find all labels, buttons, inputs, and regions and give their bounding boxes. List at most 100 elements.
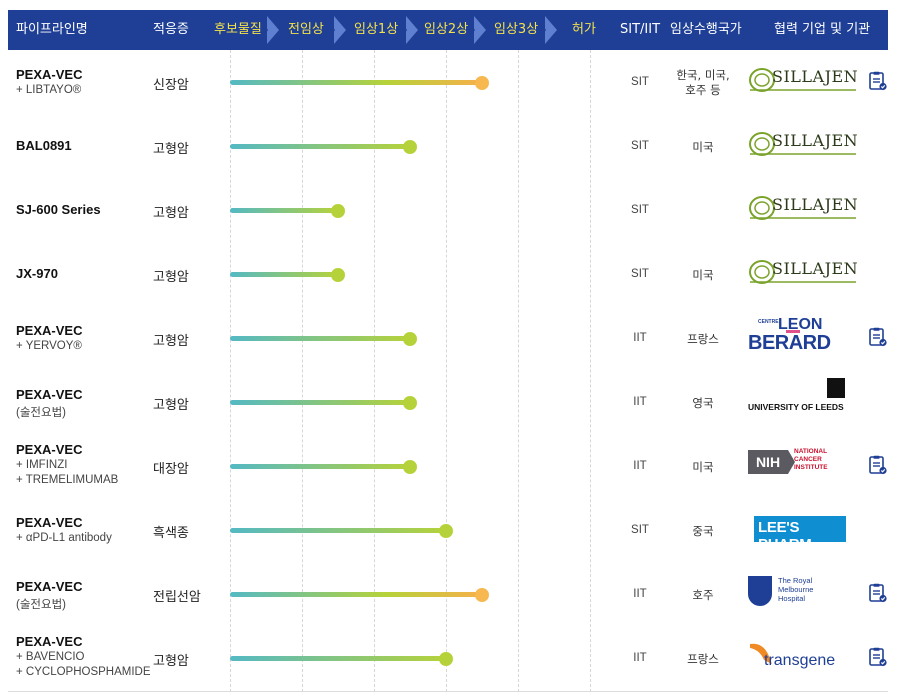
progress-dot	[403, 395, 417, 410]
pipeline-row: BAL0891 고형암 SIT 미국 SILLAJEN	[8, 114, 888, 178]
progress-dot	[403, 331, 417, 346]
clinical-document-icon[interactable]	[869, 455, 887, 475]
logo-accent-mark	[786, 330, 800, 333]
pipeline-combination: + BAVENCIO	[16, 651, 85, 663]
header-countries: 임상수행국가	[670, 22, 742, 37]
stage-divider	[446, 50, 447, 692]
clinical-document-icon[interactable]	[869, 647, 887, 667]
pipeline-name: JX-970	[16, 266, 58, 281]
clinical-country: 프랑스	[687, 652, 719, 666]
header-partners: 협력 기업 및 기관	[774, 22, 871, 37]
sit-iit-type: IIT	[633, 588, 647, 600]
pipeline-row: SJ-600 Series 고형암 SIT SILLAJEN	[8, 178, 888, 242]
pipeline-name: BAL0891	[16, 138, 72, 153]
leeds-crest-icon	[827, 378, 845, 398]
clinical-document-icon[interactable]	[869, 71, 887, 91]
clinical-country: 호주	[692, 588, 714, 602]
clinical-document-icon[interactable]	[869, 583, 887, 603]
indication: 고형암	[153, 142, 189, 157]
indication: 흑색종	[153, 526, 189, 541]
pipeline-name: PEXA-VEC	[16, 634, 83, 649]
header-pipeline-name: 파이프라인명	[16, 22, 88, 37]
university-of-leeds-logo: UNIVERSITY OF LEEDS	[748, 378, 858, 426]
sit-iit-type: SIT	[631, 140, 649, 152]
clinical-country: 미국	[692, 140, 714, 154]
pipeline-table-header: 파이프라인명 적응증 후보물질 전임상 임상1상 임상2상 임상3상 허가 SI…	[8, 10, 888, 50]
stage-divider	[518, 50, 519, 692]
lees-logo-text: LEE'S PHARM.	[758, 519, 816, 553]
chevron-right-icon	[262, 16, 279, 44]
stage-divider	[230, 50, 231, 692]
nih-logo-arrow	[788, 450, 795, 474]
header-stage-preclinical: 전임상	[288, 22, 324, 37]
progress-bar	[230, 656, 446, 661]
pipeline-combination: + TREMELIMUMAB	[16, 474, 119, 486]
progress-dot	[475, 75, 489, 90]
nci-logo-text: NATIONAL	[794, 448, 828, 455]
progress-bar	[230, 208, 338, 213]
sillajen-logo: SILLAJEN	[748, 66, 860, 96]
progress-bar	[230, 144, 410, 149]
pipeline-combination: (술전요법)	[16, 599, 66, 611]
indication: 대장암	[153, 462, 189, 477]
sillajen-logo: SILLAJEN	[748, 258, 860, 288]
sillajen-logo-text: SILLAJEN	[772, 67, 859, 86]
progress-dot	[439, 523, 453, 538]
progress-bar	[230, 464, 410, 469]
pipeline-row: JX-970 고형암 SIT 미국 SILLAJEN	[8, 242, 888, 306]
pipeline-row: PEXA-VEC + LIBTAYO® 신장암 SIT 한국, 미국, 호주 등 SILL…	[8, 50, 888, 114]
sit-iit-type: IIT	[633, 332, 647, 344]
header-stage-phase2: 임상2상	[424, 22, 469, 37]
sit-iit-type: SIT	[631, 524, 649, 536]
progress-bar	[230, 528, 446, 533]
progress-bar	[230, 400, 410, 405]
progress-bar	[230, 592, 482, 597]
progress-bar	[230, 80, 482, 85]
sit-iit-type: IIT	[633, 460, 647, 472]
pipeline-combination: + YERVOY®	[16, 340, 82, 352]
table-bottom-border	[8, 691, 888, 692]
chevron-right-icon	[469, 16, 486, 44]
header-stage-candidate: 후보물질	[214, 22, 262, 37]
clinical-country: 영국	[692, 396, 714, 410]
nci-logo-text: CANCER	[794, 456, 822, 463]
indication: 고형암	[153, 654, 189, 669]
sillajen-logo: SILLAJEN	[748, 194, 860, 224]
rmh-logo-text: Hospital	[778, 594, 806, 603]
sit-iit-type: IIT	[633, 652, 647, 664]
pipeline-name: PEXA-VEC	[16, 323, 83, 338]
chevron-right-icon	[401, 16, 418, 44]
transgene-logo-text: transgene	[764, 652, 836, 669]
sit-iit-type: SIT	[631, 204, 649, 216]
pipeline-combination: (술전요법)	[16, 407, 66, 419]
progress-bar	[230, 336, 410, 341]
nih-nci-logo: NIH NATIONAL CANCER INSTITUTE	[748, 448, 848, 484]
header-sit-iit: SIT/IIT	[620, 22, 661, 37]
clinical-country: 미국	[692, 460, 714, 474]
indication: 고형암	[153, 270, 189, 285]
clinical-document-icon[interactable]	[869, 327, 887, 347]
rmh-logo-text: The Royal	[778, 576, 813, 585]
chevron-right-icon	[540, 16, 557, 44]
header-stage-approval: 허가	[572, 22, 596, 37]
transgene-swoosh-icon	[750, 643, 772, 664]
indication: 고형암	[153, 398, 189, 413]
stage-divider	[302, 50, 303, 692]
chevron-right-icon	[329, 16, 346, 44]
indication: 신장암	[153, 78, 189, 93]
transgene-logo: transgene	[748, 640, 860, 676]
pipeline-combination: + CYCLOPHOSPHAMIDE	[16, 666, 151, 678]
sillajen-logo-text: SILLAJEN	[772, 259, 859, 278]
indication: 전립선암	[153, 590, 201, 605]
header-indication: 적응증	[153, 22, 189, 37]
clinical-country: 미국	[692, 268, 714, 282]
header-stage-phase1: 임상1상	[354, 22, 399, 37]
pipeline-combination: + IMFINZI	[16, 459, 68, 471]
nih-logo-box: NIH	[748, 450, 788, 474]
logo-text-leeds: UNIVERSITY OF LEEDS	[748, 402, 844, 412]
pipeline-combination: + αPD-L1 antibody	[16, 532, 112, 544]
royal-melbourne-hospital-logo: The Royal Melbourne Hospital	[748, 576, 844, 610]
leon-berard-logo: CENTRE LEON BERARD	[748, 316, 838, 360]
sit-iit-type: SIT	[631, 268, 649, 280]
pipeline-row: PEXA-VEC (술전요법) 고형암 IIT 영국 UNIVERSITY OF LEED…	[8, 370, 888, 434]
